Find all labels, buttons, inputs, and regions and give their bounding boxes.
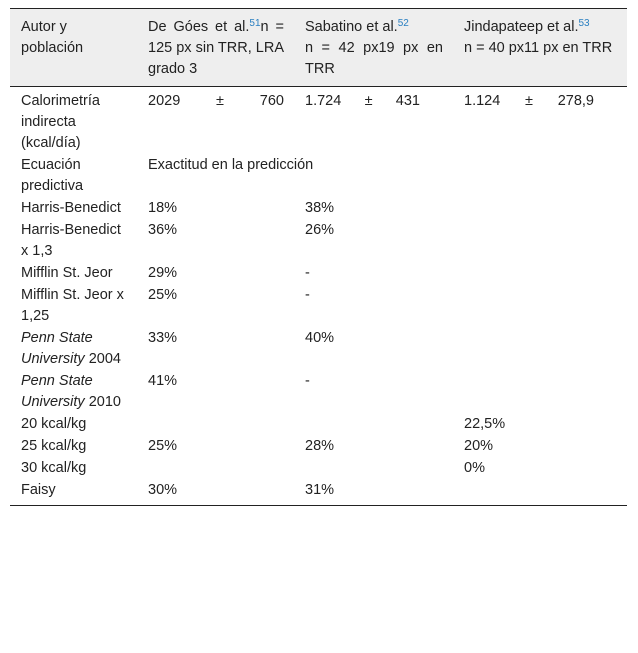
table-row: 20 kcal/kg 22,5% [10,414,627,436]
header-sabatino: Sabatino et al.52 n = 42 px19 px en TRR [294,9,453,87]
sd-value: 760 [259,93,284,109]
table-row-calorimetry: Calorimetría indirecta (kcal/día) 2029 ±… [10,87,627,156]
row-label-text: Harris-Benedict x 1,3 [21,222,121,259]
reference-52[interactable]: 52 [397,18,409,29]
table-row-predictive: Ecuación predictiva Exactitud en la pred… [10,155,627,198]
table-row: Faisy 30% 31% [10,480,627,506]
cell-value: 38% [305,200,335,216]
mean-value: 1.724 [305,93,342,109]
cell-value: 40% [305,330,335,346]
cell-value: 22,5% [464,416,506,432]
row-label: 20 kcal/kg [10,414,137,436]
row-label-text: Harris-Benedict [21,200,121,216]
cell-value: 0% [464,460,485,476]
row-label-text: Faisy [21,482,56,498]
header-col0-label: Autor y población [21,19,84,56]
cell-value: - [305,373,310,389]
row-label: Mifflin St. Jeor [10,263,137,285]
cell-value [453,371,627,414]
table-body: Calorimetría indirecta (kcal/día) 2029 ±… [10,87,627,506]
cell-value: - [305,287,310,303]
cell-value: - [305,265,310,281]
cell-value [137,458,294,480]
row-label: Harris-Benedict [10,198,137,220]
row-label-year: 2004 [88,351,121,367]
row-label: Calorimetría indirecta (kcal/día) [21,93,100,151]
row-label: Mifflin St. Jeor x 1,25 [10,285,137,328]
header-col1-author: De Góes et al. [148,19,250,35]
cell-value: 28% [305,438,335,454]
row-label-text: Mifflin St. Jeor x 1,25 [21,287,124,324]
header-col2-detail: n = 42 px19 px en TRR [305,40,443,77]
table-row: 30 kcal/kg 0% [10,458,627,480]
cell-value [453,480,627,506]
reference-53[interactable]: 53 [578,18,590,29]
cell-value [453,285,627,328]
header-col3-detail: n = 40 px11 px en TRR [464,40,613,56]
table-header: Autor y población De Góes et al.51n = 12… [10,8,627,87]
sd-value: 278,9 [557,93,594,109]
table-row: Harris-Benedict 18% 38% [10,198,627,220]
row-label-text: 20 kcal/kg [21,416,87,432]
header-row: Autor y población De Góes et al.51n = 12… [10,8,627,87]
header-de-goes: De Góes et al.51n = 125 px sin TRR, LRA … [137,9,294,87]
cell-value: 25% [148,438,178,454]
header-col1-detail: n = 125 px sin TRR, LRA grado 3 [148,19,284,77]
header-col3-author: Jindapateep et al. [464,19,579,35]
table-row: Mifflin St. Jeor x 1,25 25% - [10,285,627,328]
reference-51[interactable]: 51 [249,18,261,29]
table-row: 25 kcal/kg 25% 28% 20% [10,436,627,458]
row-label: Faisy [10,480,137,506]
plus-minus: ± [525,93,533,109]
table-row: Harris-Benedict x 1,3 36% 26% [10,220,627,263]
table-row: Penn State University 2004 33% 40% [10,328,627,371]
header-jindapateep: Jindapateep et al.53 n = 40 px11 px en T… [453,9,627,87]
cell-value [453,198,627,220]
row-label: Harris-Benedict x 1,3 [10,220,137,263]
row-label: Penn State University 2004 [10,328,137,371]
cell-value: 29% [148,265,178,281]
row-label-year: 2010 [88,394,121,410]
table-row: Mifflin St. Jeor 29% - [10,263,627,285]
row-label: 25 kcal/kg [10,436,137,458]
header-author-population: Autor y población [10,9,137,87]
row-label: Penn State University 2010 [10,371,137,414]
row-label: Ecuación predictiva [21,157,84,194]
cell-value: 20% [464,438,494,454]
row-label-text: Mifflin St. Jeor [21,265,113,281]
cell-value: 26% [305,222,335,238]
sd-value: 431 [395,93,420,109]
row-label: 30 kcal/kg [10,458,137,480]
cell-value: 33% [148,330,178,346]
cell-value: 36% [148,222,178,238]
cell-value: 1.124 ± 278,9 [453,87,627,156]
plus-minus: ± [364,93,373,109]
cell-value [453,263,627,285]
cell-value: 1.724 ± 431 [294,87,453,156]
cell-value [137,414,294,436]
cell-value [453,328,627,371]
header-col2-author: Sabatino et al. [305,19,398,35]
plus-minus: ± [216,93,225,109]
mean-value: 1.124 [464,93,501,109]
data-table-container: Autor y población De Góes et al.51n = 12… [10,8,627,506]
table-row: Penn State University 2010 41% - [10,371,627,414]
energy-expenditure-table: Autor y población De Góes et al.51n = 12… [10,8,627,506]
cell-span-accuracy: Exactitud en la predicción [148,157,314,173]
row-label-text: Penn State University [21,330,93,367]
cell-value: 30% [148,482,178,498]
cell-value [294,414,453,436]
cell-value: 25% [148,287,178,303]
cell-value [453,220,627,263]
cell-value: 41% [148,373,178,389]
cell-value: 31% [305,482,335,498]
row-label-text: 30 kcal/kg [21,460,87,476]
row-label-text: Penn State University [21,373,93,410]
row-label-text: 25 kcal/kg [21,438,87,454]
cell-value: 2029 ± 760 [137,87,294,156]
cell-value [294,458,453,480]
mean-value: 2029 [148,93,181,109]
cell-value: 18% [148,200,178,216]
